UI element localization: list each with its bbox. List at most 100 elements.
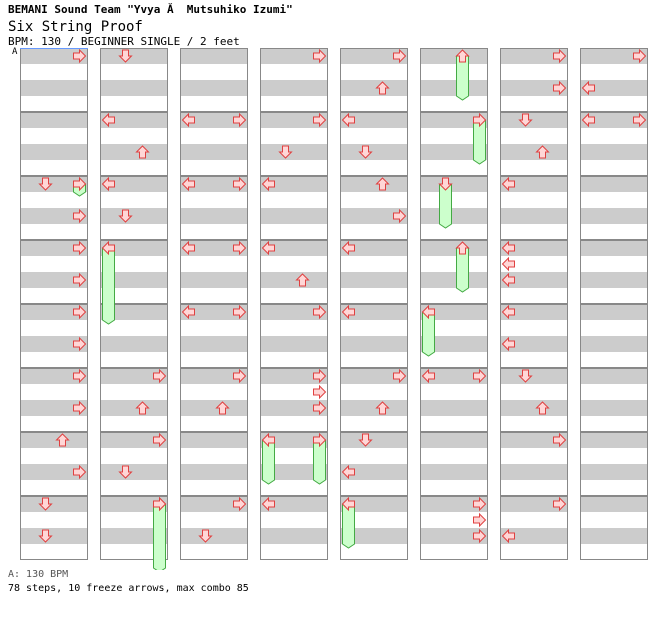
step-arrow-r	[473, 112, 487, 128]
measure-box	[340, 496, 408, 560]
step-arrow-d	[38, 177, 53, 191]
step-arrow-l	[581, 112, 595, 128]
step-chart	[20, 48, 648, 570]
step-arrow-r	[153, 432, 167, 448]
step-arrow-u	[375, 81, 390, 95]
step-arrow-l	[501, 304, 515, 320]
step-arrow-r	[393, 208, 407, 224]
measure-box	[260, 432, 328, 496]
measure-box	[180, 240, 248, 304]
measure-box	[20, 112, 88, 176]
measure-box	[420, 304, 488, 368]
step-arrow-l	[181, 240, 195, 256]
measure-box	[340, 112, 408, 176]
measure-box	[20, 432, 88, 496]
step-arrow-d	[518, 369, 533, 383]
measure-box	[180, 432, 248, 496]
step-arrow-u	[375, 401, 390, 415]
step-arrow-r	[73, 48, 87, 64]
measure-box	[180, 368, 248, 432]
measure-box	[180, 48, 248, 112]
step-arrow-l	[101, 240, 115, 256]
step-arrow-r	[73, 464, 87, 480]
freeze-arrow-body	[456, 55, 469, 101]
measure-box	[260, 368, 328, 432]
step-arrow-l	[421, 304, 435, 320]
step-arrow-r	[473, 528, 487, 544]
step-arrow-u	[375, 177, 390, 191]
measure-box	[100, 496, 168, 560]
step-arrow-l	[261, 176, 275, 192]
step-arrow-r	[313, 112, 327, 128]
step-arrow-l	[341, 304, 355, 320]
step-arrow-r	[633, 112, 647, 128]
freeze-arrow-body	[153, 503, 166, 570]
step-arrow-l	[421, 368, 435, 384]
step-arrow-l	[581, 80, 595, 96]
step-arrow-d	[518, 113, 533, 127]
step-arrow-l	[181, 304, 195, 320]
measure-box	[260, 240, 328, 304]
step-arrow-u	[455, 241, 470, 255]
step-arrow-r	[73, 304, 87, 320]
bpm-change-marker: A	[12, 47, 18, 57]
step-arrow-r	[313, 400, 327, 416]
step-arrow-u	[135, 145, 150, 159]
measure-box	[260, 112, 328, 176]
step-arrow-r	[233, 304, 247, 320]
measure-box	[20, 176, 88, 240]
step-arrow-r	[553, 432, 567, 448]
step-arrow-l	[341, 464, 355, 480]
measure-box	[20, 304, 88, 368]
step-arrow-d	[438, 177, 453, 191]
step-arrow-r	[233, 240, 247, 256]
song-title: Six String Proof	[8, 19, 143, 35]
measure-box	[340, 432, 408, 496]
measure-box	[580, 496, 648, 560]
measure-box	[500, 112, 568, 176]
measure-box	[500, 48, 568, 112]
step-arrow-u	[535, 145, 550, 159]
step-arrow-r	[553, 496, 567, 512]
measure-box	[260, 496, 328, 560]
step-arrow-l	[501, 336, 515, 352]
step-arrow-r	[233, 496, 247, 512]
chart-stats: 78 steps, 10 freeze arrows, max combo 85	[8, 583, 249, 594]
measure-box	[100, 176, 168, 240]
step-arrow-r	[73, 368, 87, 384]
step-arrow-r	[73, 208, 87, 224]
step-arrow-r	[153, 368, 167, 384]
measure-box	[260, 48, 328, 112]
step-arrow-r	[313, 48, 327, 64]
measure-box	[580, 432, 648, 496]
step-arrow-d	[358, 433, 373, 447]
step-arrow-u	[55, 433, 70, 447]
step-arrow-d	[118, 465, 133, 479]
measure-box	[580, 176, 648, 240]
step-arrow-r	[73, 176, 87, 192]
step-arrow-r	[553, 80, 567, 96]
step-arrow-l	[261, 432, 275, 448]
step-arrow-l	[501, 528, 515, 544]
measure-box	[580, 112, 648, 176]
step-arrow-l	[341, 112, 355, 128]
step-arrow-r	[233, 368, 247, 384]
measure-box	[20, 368, 88, 432]
step-arrow-r	[313, 432, 327, 448]
measure-box	[340, 48, 408, 112]
measure-box	[100, 368, 168, 432]
measure-box	[420, 240, 488, 304]
chart-meta: BPM: 130 / BEGINNER SINGLE / 2 feet	[8, 35, 240, 48]
step-arrow-d	[118, 49, 133, 63]
step-arrow-l	[101, 112, 115, 128]
step-arrow-r	[473, 368, 487, 384]
measure-box	[500, 432, 568, 496]
measure-box	[100, 432, 168, 496]
measure-box	[340, 176, 408, 240]
measure-box	[580, 368, 648, 432]
measure-box	[500, 304, 568, 368]
step-arrow-u	[135, 401, 150, 415]
measure-box	[580, 240, 648, 304]
step-arrow-r	[553, 48, 567, 64]
step-arrow-d	[38, 497, 53, 511]
